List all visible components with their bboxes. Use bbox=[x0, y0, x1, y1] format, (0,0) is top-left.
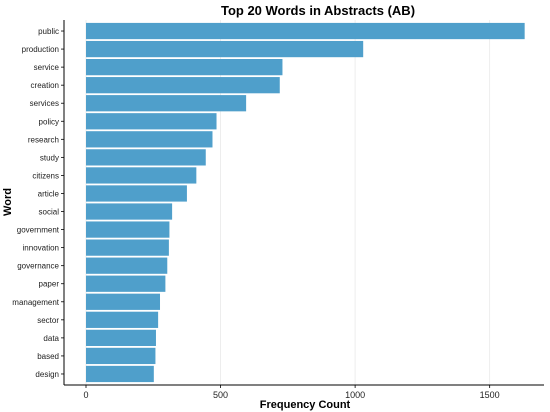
bar-design bbox=[86, 365, 154, 383]
bar-innovation bbox=[86, 239, 169, 256]
y-category-label: article bbox=[38, 189, 60, 198]
bar-research bbox=[86, 131, 213, 148]
y-category-label: innovation bbox=[23, 244, 59, 253]
bar-data bbox=[86, 329, 156, 346]
bar-study bbox=[86, 149, 206, 166]
bar-management bbox=[86, 293, 161, 310]
bar-government bbox=[86, 221, 170, 238]
bar-citizens bbox=[86, 167, 197, 184]
x-ticks: 0 500 1000 1500 bbox=[83, 385, 500, 400]
x-tick-label: 1000 bbox=[345, 390, 365, 400]
bar-paper bbox=[86, 275, 166, 292]
y-category-label: service bbox=[34, 63, 60, 72]
chart-title: Top 20 Words in Abstracts (AB) bbox=[221, 3, 415, 18]
y-category-label: paper bbox=[39, 280, 60, 289]
bar-service bbox=[86, 59, 283, 76]
bar-policy bbox=[86, 113, 217, 130]
x-axis-title: Frequency Count bbox=[260, 399, 351, 411]
x-tick-label: 0 bbox=[83, 390, 88, 400]
y-category-label: based bbox=[37, 352, 59, 361]
y-category-labels: public production service creation services p… bbox=[12, 27, 64, 379]
y-category-label: services bbox=[30, 99, 59, 108]
y-category-label: citizens bbox=[32, 171, 59, 180]
y-category-label: government bbox=[17, 226, 60, 235]
axes bbox=[63, 20, 544, 386]
bar-governance bbox=[86, 257, 168, 274]
y-category-label: policy bbox=[39, 117, 59, 126]
y-category-label: production bbox=[22, 45, 59, 54]
bar-article bbox=[86, 185, 187, 202]
y-category-label: creation bbox=[31, 81, 59, 90]
bar-public bbox=[86, 22, 525, 40]
x-tick-label: 1500 bbox=[480, 390, 500, 400]
x-tick-label: 500 bbox=[213, 390, 228, 400]
y-category-label: research bbox=[28, 135, 59, 144]
y-category-label: study bbox=[40, 153, 59, 162]
y-category-label: sector bbox=[37, 316, 59, 325]
y-category-label: management bbox=[12, 298, 59, 307]
y-axis-title: Word bbox=[2, 188, 14, 216]
bar-sector bbox=[86, 311, 159, 328]
bar-social bbox=[86, 203, 173, 220]
y-category-label: public bbox=[38, 27, 59, 36]
y-category-label: social bbox=[39, 208, 60, 217]
bar-creation bbox=[86, 77, 280, 94]
bar-production bbox=[86, 40, 364, 58]
y-category-label: data bbox=[43, 334, 59, 343]
y-category-label: design bbox=[35, 370, 59, 379]
y-category-label: governance bbox=[17, 262, 59, 271]
bar-based bbox=[86, 347, 156, 365]
bars bbox=[86, 22, 525, 383]
bar-services bbox=[86, 95, 247, 112]
